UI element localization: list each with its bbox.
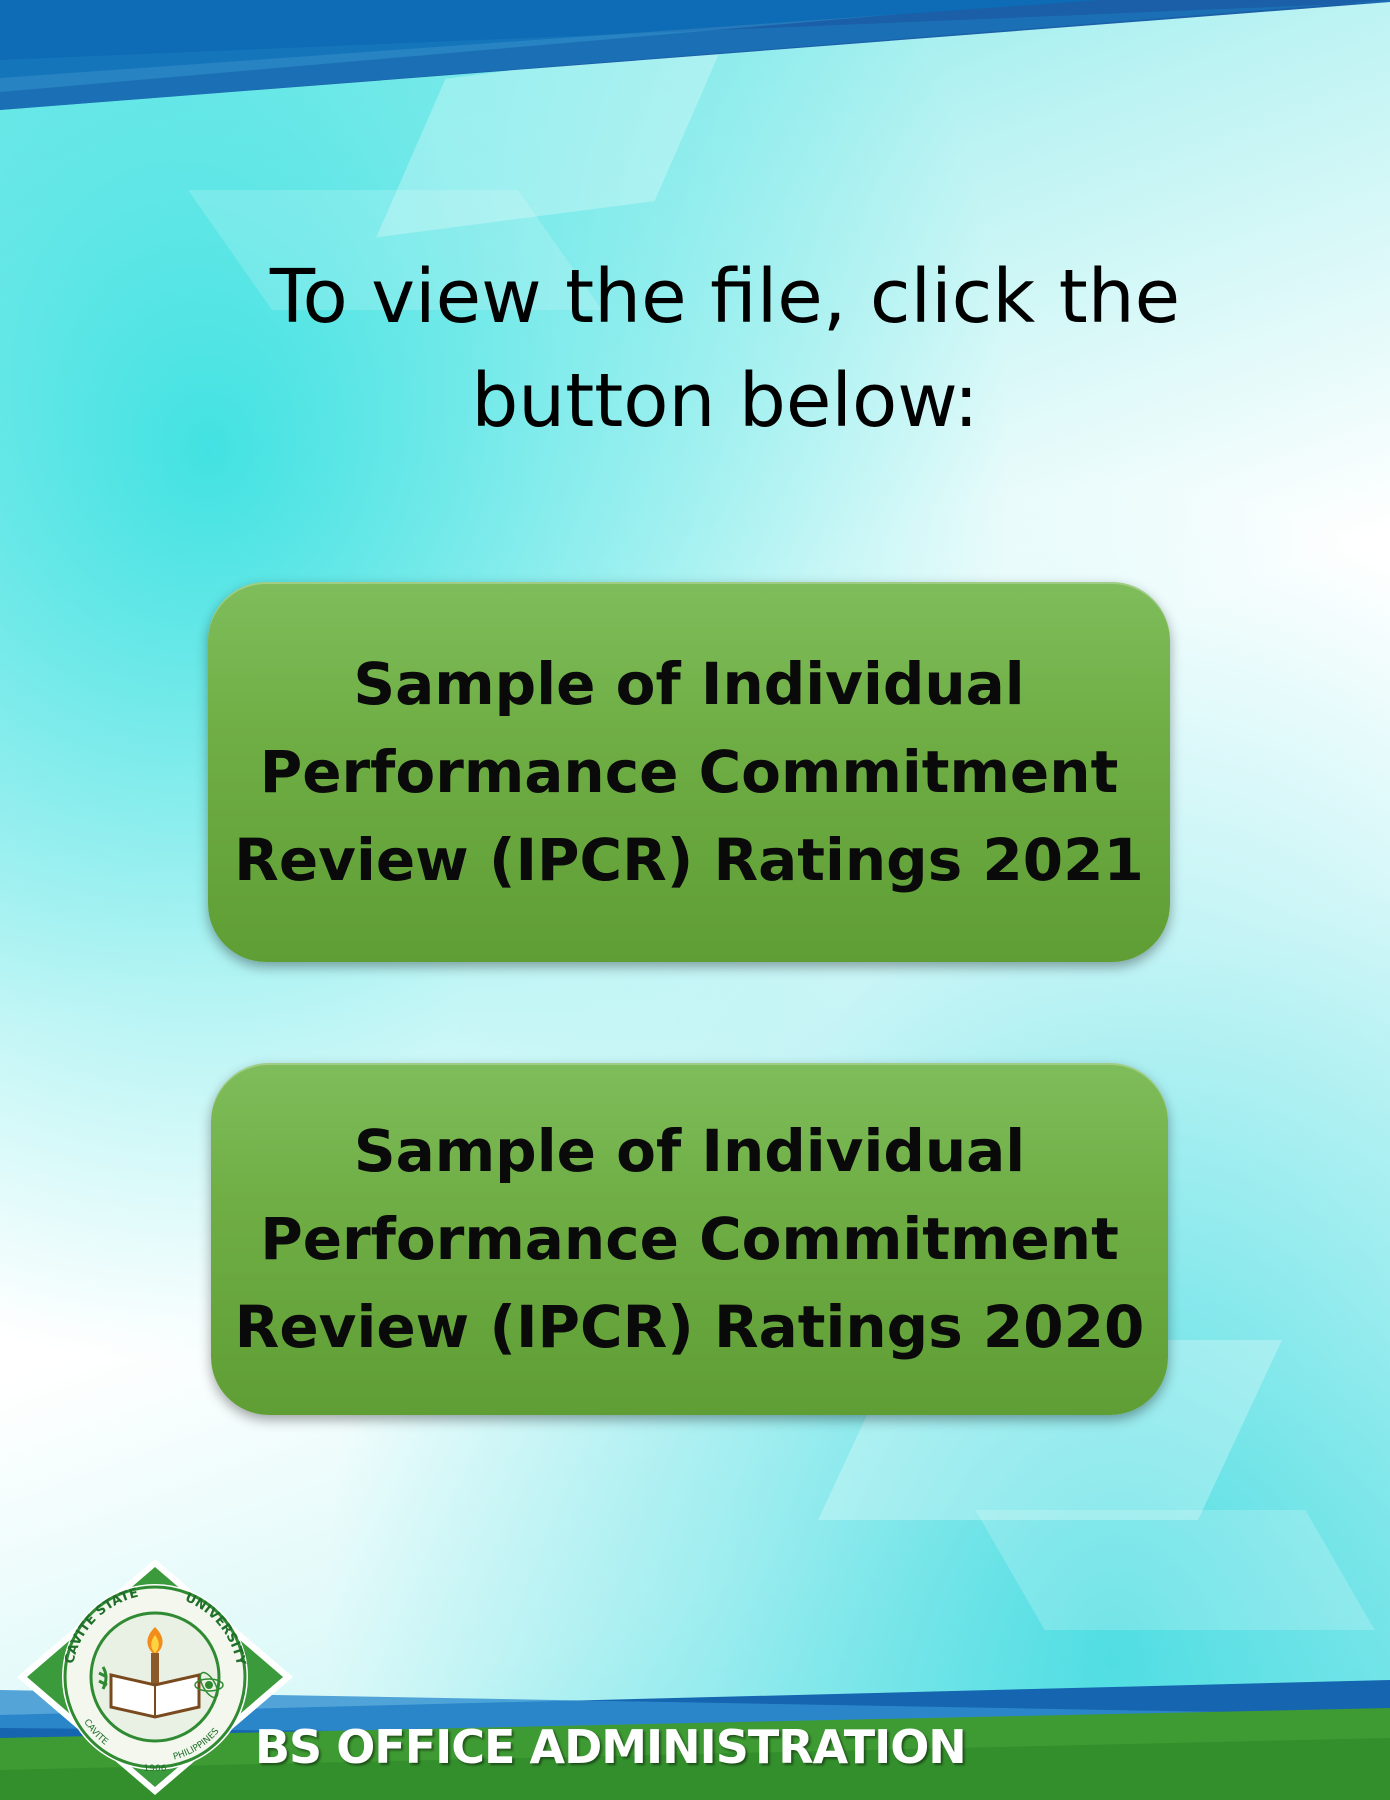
instruction-line-1: To view the file, click the [269, 254, 1181, 340]
bottom-banner [0, 1680, 1390, 1800]
button-label-line-1: Sample of Individual [353, 650, 1025, 718]
instruction-line-2: button below: [471, 358, 979, 444]
button-label: Sample of Individual Performance Commitm… [235, 1107, 1145, 1371]
button-label: Sample of Individual Performance Commitm… [234, 640, 1144, 904]
button-label-line-2: Performance Commitment [260, 1205, 1119, 1273]
button-label-line-2: Performance Commitment [259, 738, 1119, 806]
cavite-state-university-seal-icon: CAVITE STATE UNIVERSITY CAVITE PHILIPPIN… [17, 1559, 293, 1795]
svg-text:1906: 1906 [144, 1764, 167, 1774]
ipcr-2021-button[interactable]: Sample of Individual Performance Commitm… [208, 582, 1170, 962]
button-label-line-3: Review (IPCR) Ratings 2021 [234, 826, 1144, 894]
ipcr-2020-button[interactable]: Sample of Individual Performance Commitm… [211, 1063, 1168, 1415]
button-label-line-1: Sample of Individual [353, 1117, 1026, 1185]
top-banner [0, 0, 1390, 110]
background-facet [975, 1510, 1375, 1630]
instruction-text: To view the file, click the button below… [140, 245, 1310, 453]
program-title: BS OFFICE ADMINISTRATION [255, 1720, 967, 1774]
button-label-line-3: Review (IPCR) Ratings 2020 [234, 1293, 1145, 1361]
